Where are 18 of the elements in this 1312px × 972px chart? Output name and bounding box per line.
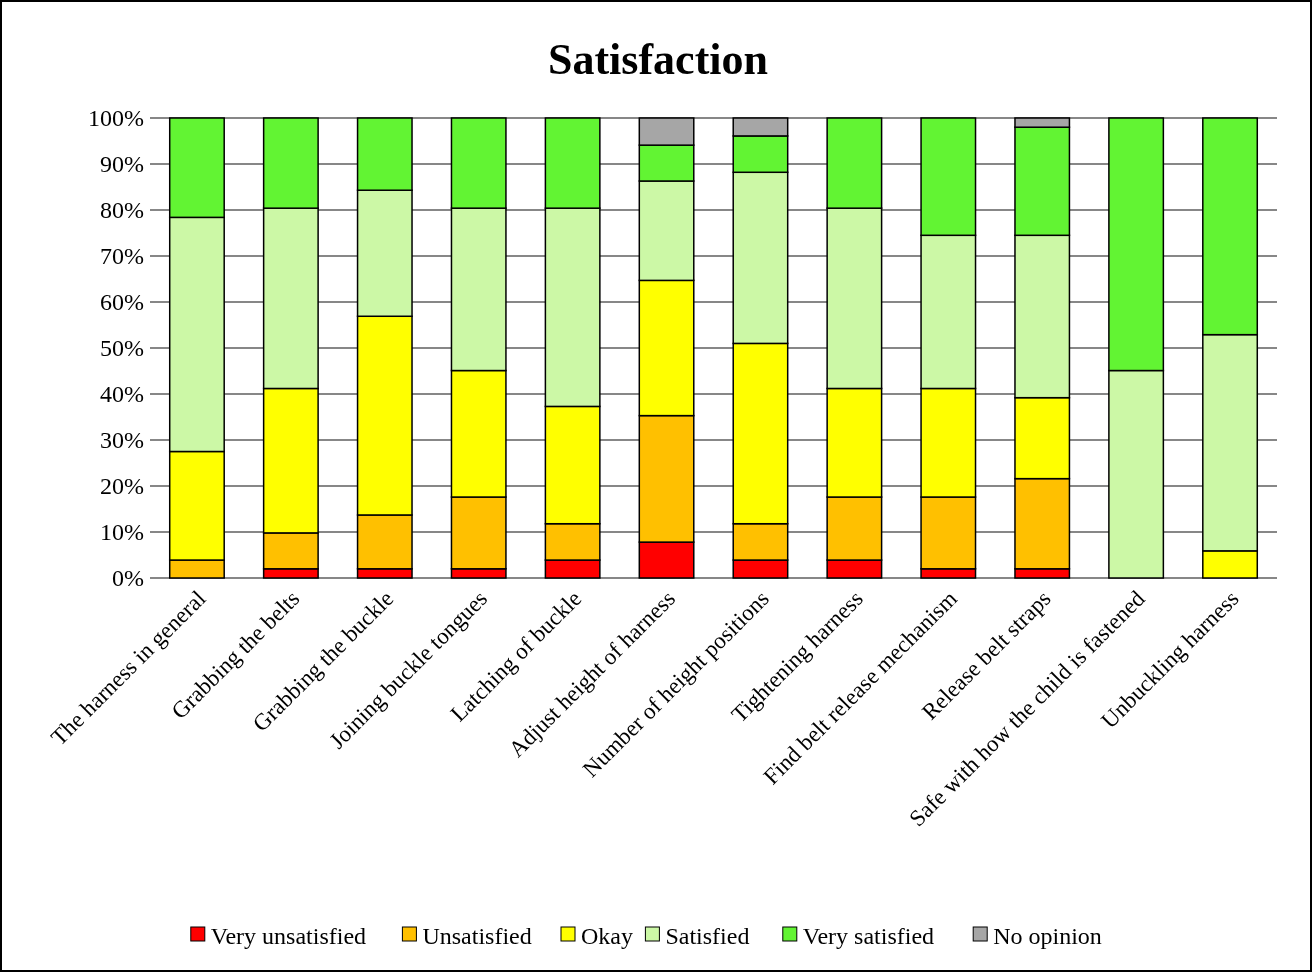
y-tick-label: 90% [100,151,144,178]
legend-label: No opinion [993,923,1102,950]
y-tick-label: 10% [100,519,144,546]
legend-label: Very satisfied [802,923,935,950]
legend-label: Unsatisfied [422,923,532,950]
y-tick-label: 30% [100,427,144,454]
legend-label: Very unsatisfied [210,923,367,950]
y-tick-label: 70% [100,243,144,270]
chart-title: Satisfaction [548,35,768,84]
y-tick-label: 80% [100,197,144,224]
y-tick-label: 20% [100,473,144,500]
legend-label: Satisfied [665,923,750,950]
legend-label: Okay [581,923,633,950]
y-tick-label: 50% [100,335,144,362]
y-tick-label: 40% [100,381,144,408]
y-tick-label: 0% [112,565,144,592]
y-tick-label: 100% [88,105,144,132]
y-tick-label: 60% [100,289,144,316]
